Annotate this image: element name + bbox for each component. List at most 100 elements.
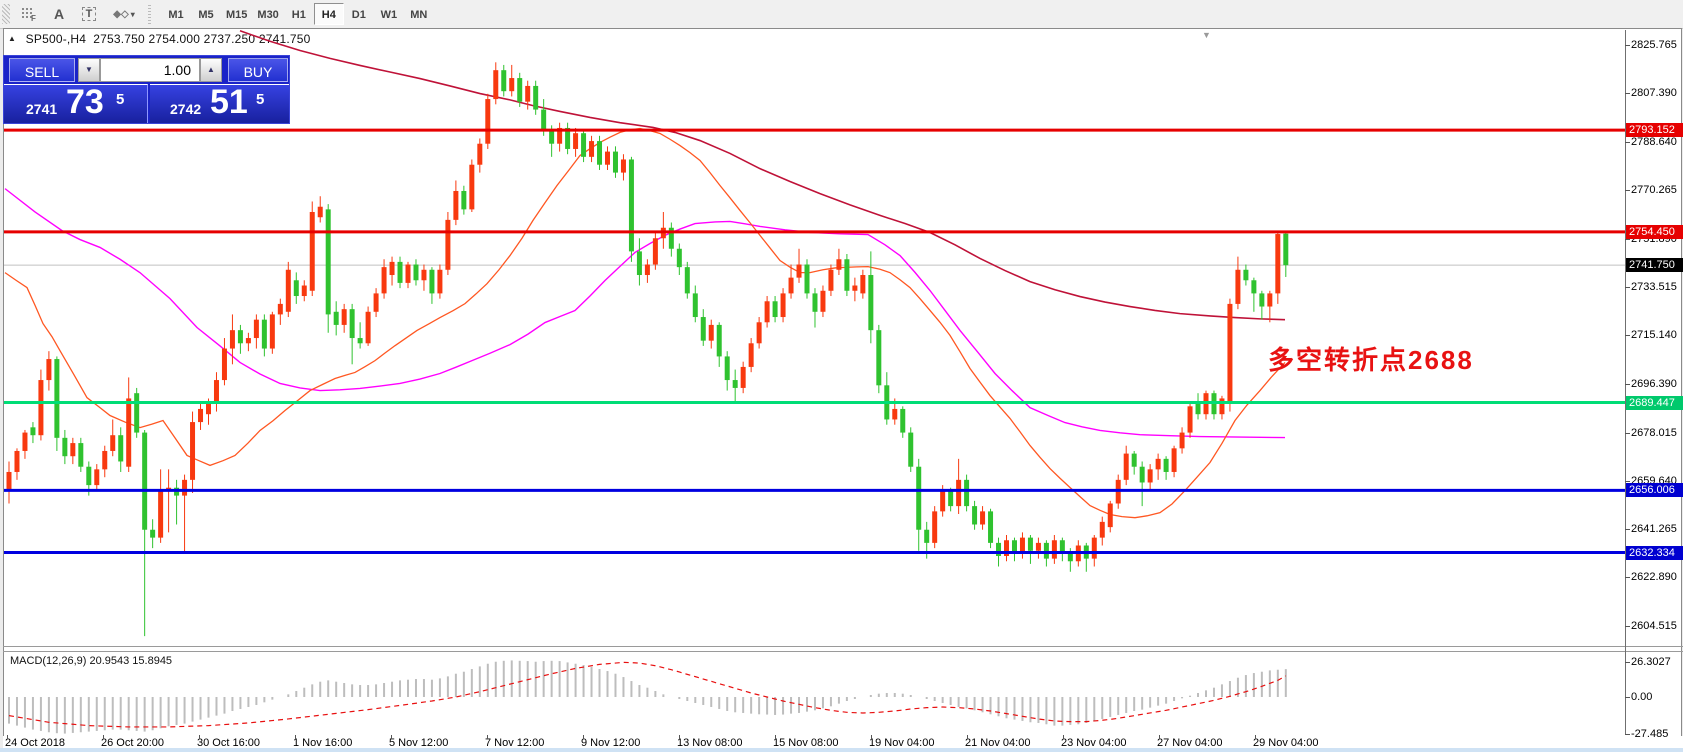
price-chart[interactable] — [4, 30, 1625, 645]
candle-body — [150, 529, 156, 538]
candle-body — [349, 309, 355, 339]
candle-body — [1227, 303, 1233, 404]
candle-body — [876, 330, 882, 386]
candle-body — [804, 264, 810, 294]
tf-button-w1[interactable]: W1 — [374, 3, 404, 25]
tf-button-m1[interactable]: M1 — [161, 3, 191, 25]
candle-body — [964, 479, 970, 507]
candle-body — [980, 511, 986, 525]
candle-body — [581, 133, 587, 157]
candle-body — [333, 311, 339, 325]
candle-body — [22, 432, 28, 451]
time-axis-label: 29 Nov 04:00 — [1253, 737, 1319, 749]
panel-splitter[interactable] — [3, 646, 1683, 647]
candle-body — [740, 366, 746, 388]
buy-price-pips: 51 — [210, 83, 248, 121]
time-axis-label: 13 Nov 08:00 — [677, 737, 743, 749]
candle-body — [86, 466, 92, 486]
macd-tick-label: 26.3027 — [1631, 655, 1671, 668]
tf-button-mn[interactable]: MN — [404, 3, 434, 25]
buy-quote[interactable]: 2742 51 5 — [150, 83, 289, 123]
candle-body — [485, 99, 491, 144]
tf-button-m5[interactable]: M5 — [191, 3, 221, 25]
candle-body — [14, 450, 20, 472]
price-tick-mark — [1625, 529, 1630, 531]
chart-window[interactable] — [3, 28, 1682, 747]
tf-button-m15[interactable]: M15 — [221, 3, 252, 25]
candle-body — [828, 269, 834, 291]
candle-body — [110, 435, 116, 451]
candle-body — [269, 314, 275, 349]
time-axis-label: 26 Oct 20:00 — [101, 737, 164, 749]
time-tick-mark — [1159, 735, 1160, 739]
price-tick-mark — [1625, 190, 1630, 192]
candle-body — [788, 277, 794, 294]
ohlc-open: 2753.750 — [93, 32, 145, 46]
time-axis-label: 23 Nov 04:00 — [1061, 737, 1127, 749]
text-box-icon[interactable]: T — [74, 2, 104, 26]
volume-increase-icon[interactable]: ▲ — [200, 58, 222, 82]
scroll-end-marker[interactable]: ▼ — [1202, 30, 1211, 40]
time-tick-mark — [391, 735, 392, 739]
candle-body — [692, 293, 698, 318]
candle-body — [605, 151, 610, 165]
shapes-menu-icon[interactable]: ◆◇ ▾ — [104, 2, 144, 26]
price-tick-label: 2825.765 — [1631, 38, 1677, 51]
sell-quote[interactable]: 2741 73 5 — [4, 83, 148, 123]
ohlc-high: 2754.000 — [148, 32, 201, 46]
candle-body — [1267, 293, 1273, 307]
candle-body — [102, 450, 108, 470]
candle-body — [477, 143, 483, 165]
svg-text:F: F — [31, 14, 36, 22]
candle-body — [724, 356, 730, 381]
toolbar-drag-handle[interactable] — [2, 4, 10, 24]
candle-body — [94, 469, 100, 486]
candle-body — [772, 301, 778, 318]
price-tick-label: 2622.890 — [1631, 571, 1677, 584]
time-axis[interactable] — [3, 736, 1683, 748]
candle-body — [301, 285, 307, 297]
price-tick-label: 2604.515 — [1631, 619, 1677, 632]
volume-decrease-icon[interactable]: ▼ — [78, 58, 100, 82]
tf-button-h4[interactable]: H4 — [313, 3, 344, 25]
sell-price-main: 2741 — [26, 101, 58, 117]
candle-body — [1035, 542, 1041, 551]
candle-body — [142, 432, 148, 530]
candle-body — [70, 443, 76, 457]
price-tick-mark — [1625, 286, 1630, 288]
candle-body — [796, 264, 802, 278]
price-tick-label: 2733.515 — [1631, 280, 1677, 293]
time-tick-mark — [1255, 735, 1256, 739]
tf-button-m30[interactable]: M30 — [252, 3, 283, 25]
candle-body — [916, 466, 922, 530]
tf-button-d1[interactable]: D1 — [344, 3, 374, 25]
fibonacci-icon[interactable]: F — [14, 2, 44, 26]
candle-body — [541, 109, 547, 131]
toolbar-separator — [148, 4, 151, 24]
time-tick-mark — [295, 735, 296, 739]
sell-price-fraction: 5 — [116, 91, 125, 108]
tf-button-h1[interactable]: H1 — [284, 3, 314, 25]
candle-body — [397, 261, 403, 283]
candle-body — [445, 219, 451, 270]
candle-body — [30, 427, 36, 436]
candle-body — [493, 70, 499, 100]
candle-body — [389, 261, 395, 276]
sell-button[interactable]: SELL — [9, 58, 75, 82]
candle-body — [1123, 453, 1129, 480]
candle-body — [1251, 280, 1257, 294]
price-tick-label: 2641.265 — [1631, 523, 1677, 536]
macd-indicator-label: MACD(12,26,9) 20.9543 15.8945 — [10, 655, 173, 667]
candle-body — [820, 290, 826, 312]
candle-body — [948, 490, 954, 507]
candle-body — [996, 542, 1002, 557]
volume-input[interactable] — [100, 58, 200, 82]
price-tick-mark — [1625, 432, 1630, 434]
macd-chart[interactable] — [4, 652, 1625, 735]
collapse-icon[interactable]: ▲ — [8, 34, 17, 43]
candle-body — [461, 190, 467, 210]
buy-button[interactable]: BUY — [228, 58, 288, 82]
time-tick-mark — [775, 735, 776, 739]
text-label-icon[interactable]: A — [44, 2, 74, 26]
candle-body — [190, 422, 196, 480]
